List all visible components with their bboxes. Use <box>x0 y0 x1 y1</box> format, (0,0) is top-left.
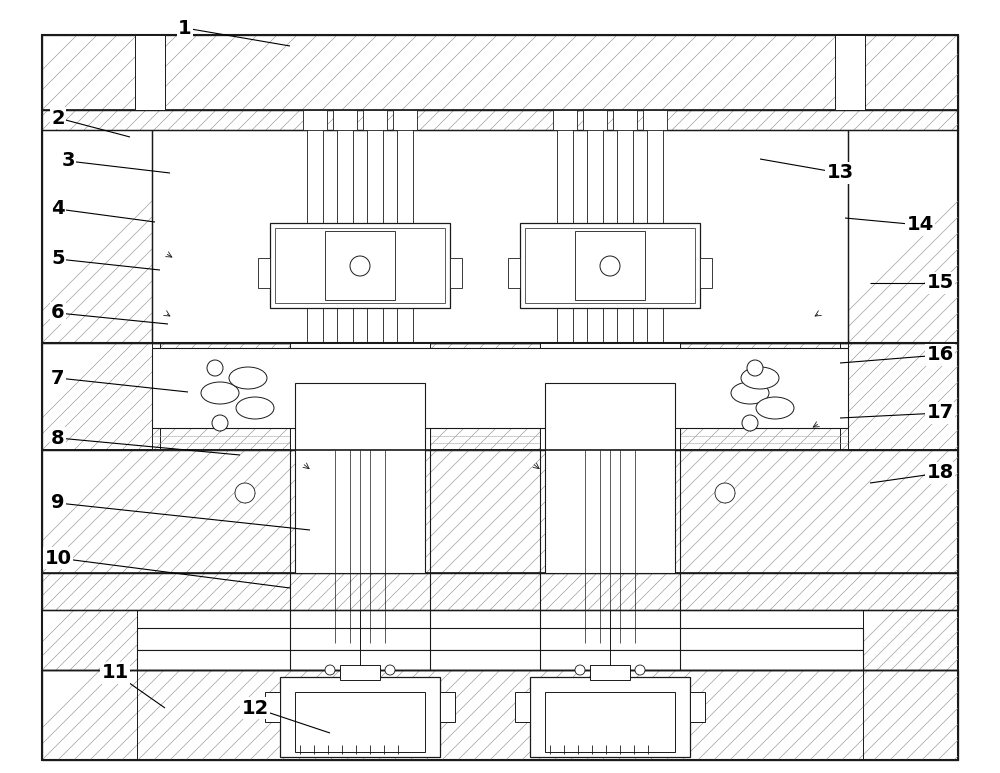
Bar <box>152 130 848 343</box>
Bar <box>340 665 380 680</box>
Bar <box>587 120 603 343</box>
Bar <box>450 258 462 288</box>
Bar <box>42 130 152 343</box>
Ellipse shape <box>350 256 370 276</box>
Bar <box>553 110 577 130</box>
Circle shape <box>212 415 228 431</box>
Bar <box>520 223 700 308</box>
Bar <box>280 677 440 757</box>
Text: 3: 3 <box>61 152 75 171</box>
Bar <box>265 692 280 722</box>
Text: 6: 6 <box>51 304 65 322</box>
Bar <box>440 692 455 722</box>
Bar <box>363 110 387 130</box>
Ellipse shape <box>756 397 794 419</box>
Circle shape <box>715 483 735 503</box>
Bar <box>42 343 958 450</box>
Ellipse shape <box>741 367 779 389</box>
Bar <box>863 610 958 670</box>
Text: 1: 1 <box>178 19 192 38</box>
Bar <box>42 35 958 110</box>
Bar <box>700 258 712 288</box>
Bar <box>42 610 137 670</box>
Circle shape <box>635 665 645 675</box>
Text: 13: 13 <box>826 164 854 182</box>
Circle shape <box>325 665 335 675</box>
Bar <box>367 120 383 343</box>
Ellipse shape <box>600 256 620 276</box>
Bar <box>545 692 675 752</box>
Text: 16: 16 <box>926 346 954 365</box>
Bar <box>135 35 165 110</box>
Text: 4: 4 <box>51 199 65 219</box>
Bar <box>617 120 633 343</box>
Circle shape <box>575 665 585 675</box>
Bar <box>333 110 357 130</box>
Bar <box>337 120 353 343</box>
Ellipse shape <box>201 382 239 404</box>
Bar <box>307 120 323 343</box>
Text: 17: 17 <box>926 404 954 423</box>
Bar <box>647 120 663 343</box>
Text: 15: 15 <box>926 274 954 292</box>
Text: 8: 8 <box>51 428 65 448</box>
Bar <box>508 258 520 288</box>
Text: 18: 18 <box>926 464 954 482</box>
Bar <box>42 573 958 610</box>
Bar <box>152 348 848 428</box>
Circle shape <box>385 665 395 675</box>
Bar <box>540 343 680 450</box>
Bar <box>583 110 607 130</box>
Bar <box>590 665 630 680</box>
Bar <box>557 120 573 343</box>
Bar <box>137 628 863 650</box>
Bar <box>295 692 425 752</box>
Bar <box>613 110 637 130</box>
Bar <box>393 110 417 130</box>
Bar <box>303 110 327 130</box>
Ellipse shape <box>229 367 267 389</box>
Text: 7: 7 <box>51 369 65 387</box>
Bar <box>690 692 705 722</box>
Circle shape <box>747 360 763 376</box>
Text: 5: 5 <box>51 250 65 268</box>
Ellipse shape <box>731 382 769 404</box>
Circle shape <box>235 483 255 503</box>
Bar <box>525 228 695 303</box>
Bar <box>575 231 645 300</box>
Bar <box>275 228 445 303</box>
Circle shape <box>207 360 223 376</box>
Text: 2: 2 <box>51 108 65 128</box>
Bar <box>530 677 690 757</box>
Circle shape <box>742 415 758 431</box>
Bar <box>325 231 395 300</box>
Text: 12: 12 <box>241 699 269 717</box>
Text: 10: 10 <box>44 549 72 567</box>
Bar <box>848 130 958 343</box>
Bar <box>290 343 430 450</box>
Bar <box>295 383 425 573</box>
Bar <box>835 35 865 110</box>
Bar <box>643 110 667 130</box>
Bar <box>42 110 958 130</box>
Bar <box>137 650 863 670</box>
Text: 14: 14 <box>906 216 934 234</box>
Bar <box>515 692 530 722</box>
Bar <box>42 450 958 573</box>
Text: 9: 9 <box>51 493 65 512</box>
Ellipse shape <box>236 397 274 419</box>
Bar <box>270 223 450 308</box>
Bar <box>397 120 413 343</box>
Bar <box>545 383 675 573</box>
Bar <box>258 258 270 288</box>
Bar <box>42 670 958 760</box>
Text: 11: 11 <box>101 663 129 683</box>
